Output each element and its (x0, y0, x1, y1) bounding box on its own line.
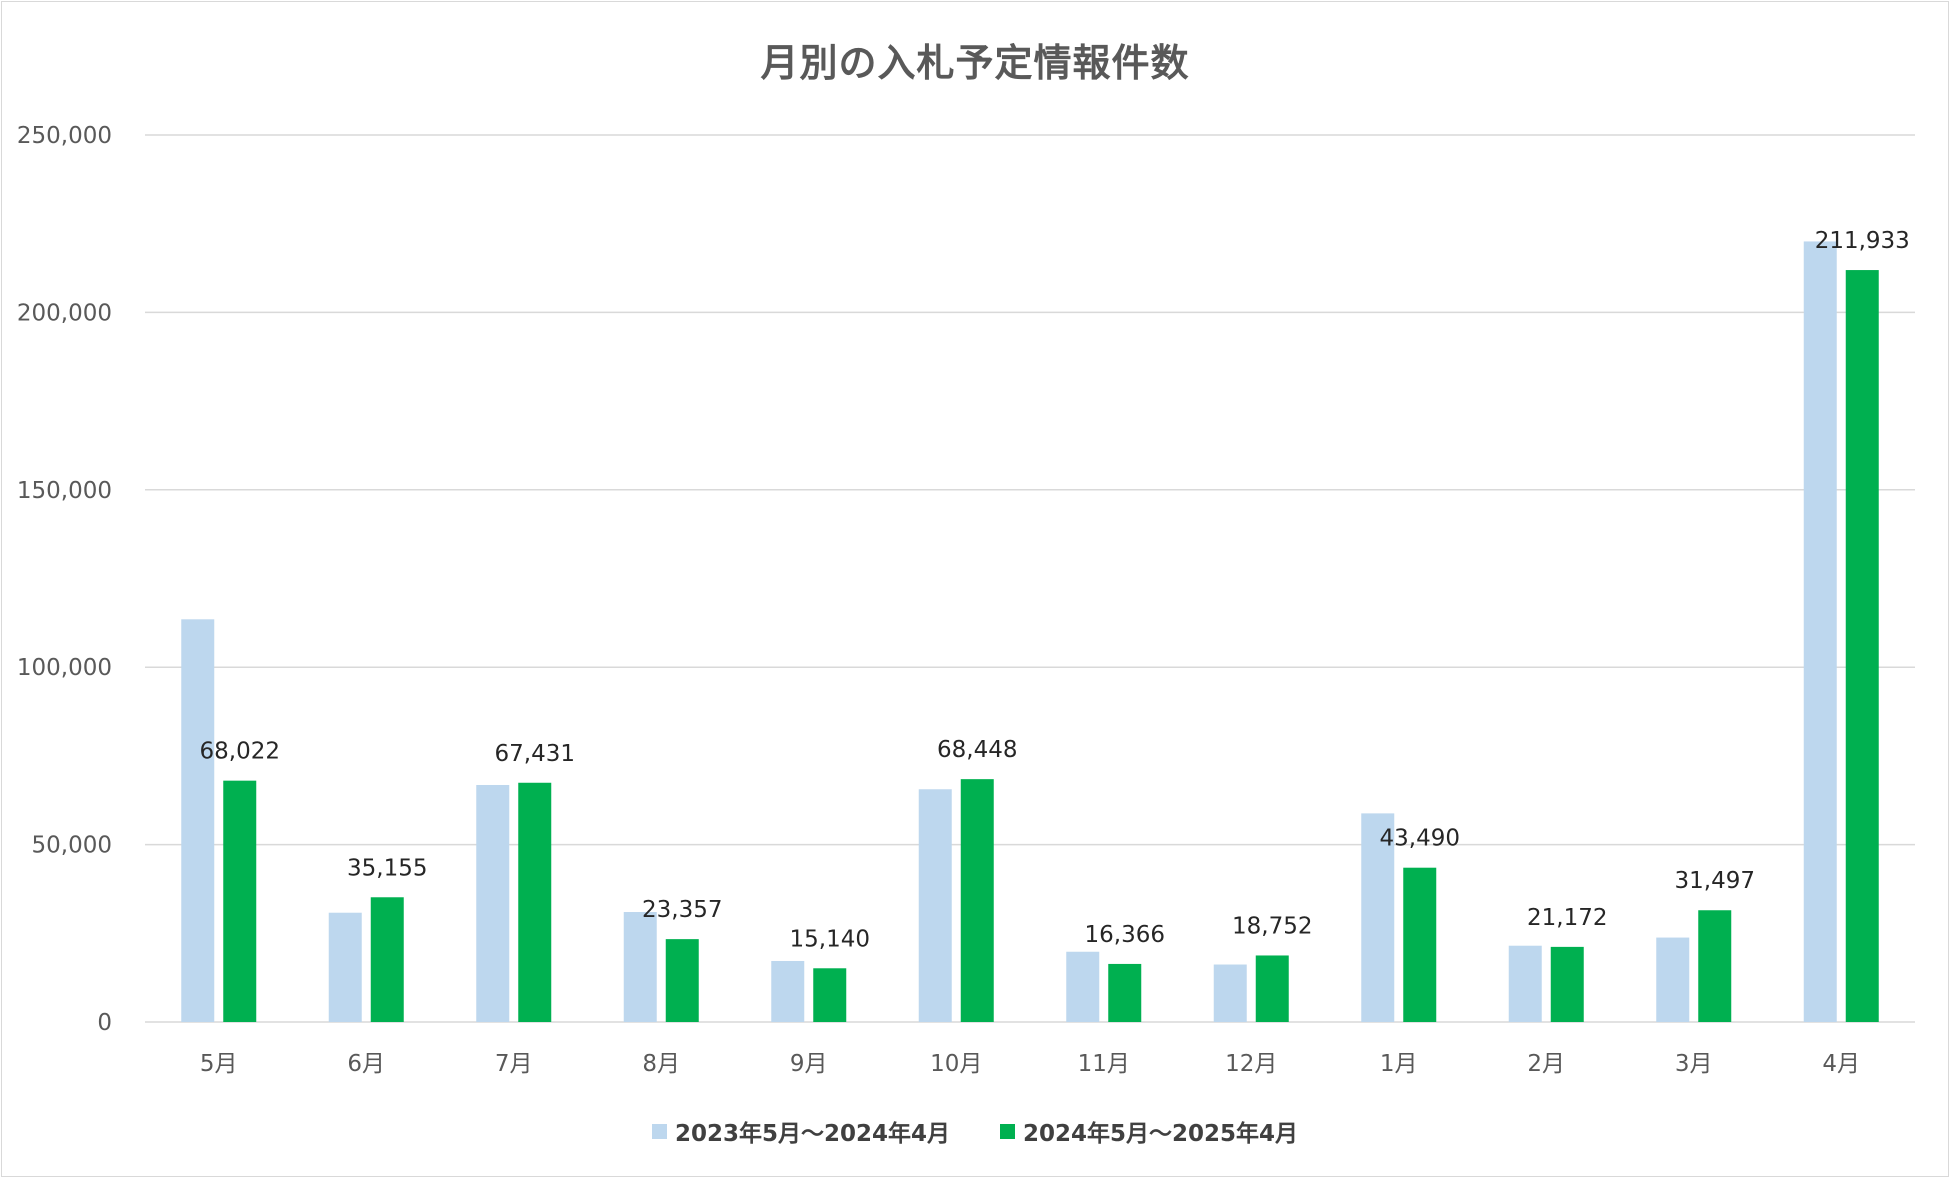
data-label: 211,933 (1815, 228, 1910, 254)
legend-swatch (651, 1123, 667, 1139)
bar-series-1 (771, 960, 805, 1022)
x-tick-label: 8月 (642, 1051, 680, 1077)
x-tick-label: 9月 (790, 1051, 828, 1077)
bar-series-1 (623, 912, 657, 1022)
legend-item-series-2: 2024年5月～2025年4月 (1000, 1114, 1298, 1148)
chart-title: 月別の入札予定情報件数 (760, 41, 1190, 85)
bar-series-2 (1108, 963, 1142, 1022)
x-tick-label: 1月 (1380, 1051, 1418, 1077)
bar-series-1 (476, 784, 510, 1022)
bar-series-1 (918, 789, 952, 1022)
legend-label: 2023年5月～2024年4月 (674, 1121, 950, 1147)
bar-series-1 (181, 619, 215, 1022)
bar-series-1 (1508, 945, 1542, 1022)
bar-series-2 (1255, 955, 1289, 1022)
bar-series-2 (1845, 270, 1879, 1022)
data-label: 68,448 (937, 737, 1017, 763)
data-label: 68,022 (200, 739, 280, 765)
data-label: 18,752 (1232, 913, 1312, 939)
data-label: 67,431 (495, 741, 575, 767)
bar-series-2 (1698, 910, 1732, 1022)
bar-series-2 (960, 779, 994, 1022)
data-labels: 68,022 35,155 67,431 23,357 15,140 68,448 16,3… (200, 228, 1910, 952)
legend-item-series-1: 2023年5月～2024年4月 (651, 1114, 950, 1148)
y-tick-label: 200,000 (17, 300, 112, 326)
data-label: 35,155 (347, 855, 427, 881)
data-label: 43,490 (1380, 826, 1460, 852)
legend: 2023年5月～2024年4月 2024年5月～2025年4月 (0, 1114, 1950, 1148)
x-tick-label: 10月 (930, 1051, 982, 1077)
data-label: 31,497 (1675, 868, 1755, 894)
x-tick-label: 4月 (1822, 1051, 1860, 1077)
bar-series-1 (1361, 813, 1395, 1022)
bar-series-1 (1066, 951, 1100, 1022)
bar-series-2 (1550, 946, 1584, 1022)
x-axis: 5月 6月 7月 8月 9月 10月 11月 12月 1月 2月 3月 4月 (200, 1051, 1860, 1077)
data-label: 15,140 (790, 926, 870, 952)
y-tick-label: 0 (97, 1010, 112, 1036)
gridlines (145, 134, 1915, 1023)
y-tick-label: 250,000 (17, 123, 112, 149)
bar-series-2 (1403, 867, 1437, 1022)
bar-series-1 (1656, 937, 1690, 1022)
bar-chart: 0 50,000 100,000 150,000 200,000 250,000 68,0… (17, 123, 1915, 1077)
data-label: 21,172 (1527, 905, 1607, 931)
x-tick-label: 6月 (347, 1051, 385, 1077)
x-tick-label: 3月 (1675, 1051, 1713, 1077)
y-axis: 0 50,000 100,000 150,000 200,000 250,000 (17, 123, 112, 1036)
bar-series-2 (223, 780, 257, 1022)
bar-series-1 (1803, 241, 1837, 1022)
bar-series-1 (328, 912, 362, 1022)
y-tick-label: 150,000 (17, 478, 112, 504)
x-tick-label: 2月 (1527, 1051, 1565, 1077)
legend-swatch (1000, 1123, 1015, 1139)
bar-series-2 (518, 782, 552, 1022)
x-tick-label: 12月 (1225, 1051, 1277, 1077)
data-label: 23,357 (642, 897, 722, 923)
bar-series-2 (370, 897, 404, 1022)
y-tick-label: 50,000 (32, 833, 112, 859)
x-tick-label: 5月 (200, 1051, 238, 1077)
legend-label: 2024年5月～2025年4月 (1023, 1121, 1299, 1147)
bar-series-2 (665, 939, 699, 1022)
bar-series-2 (813, 968, 847, 1022)
x-tick-label: 7月 (495, 1051, 533, 1077)
x-tick-label: 11月 (1078, 1051, 1130, 1077)
y-tick-label: 100,000 (17, 655, 112, 681)
bars (181, 241, 1879, 1022)
data-label: 16,366 (1085, 922, 1165, 948)
bar-series-1 (1213, 964, 1247, 1022)
